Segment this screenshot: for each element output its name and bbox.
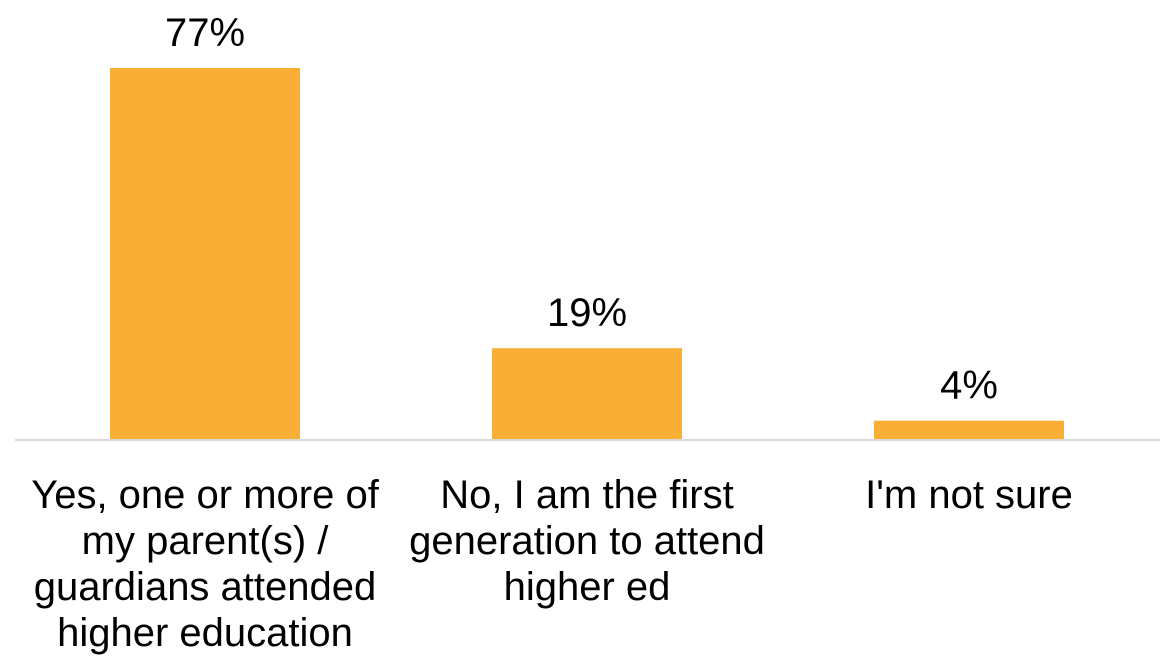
bars-layer: [110, 68, 1064, 440]
category-label-1-line-2: my parent(s) /: [82, 519, 330, 563]
data-label-1: 77%: [165, 11, 245, 55]
category-label-3: I'm not sure: [865, 473, 1073, 517]
category-label-1: Yes, one or more of my parent(s) / guardia…: [31, 473, 380, 655]
category-label-2-line-2: generation to attend: [409, 519, 765, 563]
category-label-1-line-3: guardians attended: [34, 565, 377, 609]
category-label-3-line-1: I'm not sure: [865, 473, 1073, 517]
data-label-2: 19%: [547, 291, 627, 335]
category-label-2: No, I am the first generation to attend hi…: [409, 473, 765, 609]
bar-1: [110, 68, 300, 440]
data-labels-layer: 77% 19% 4%: [165, 11, 998, 408]
category-label-1-line-1: Yes, one or more of: [31, 473, 380, 517]
category-labels-layer: Yes, one or more of my parent(s) / guardia…: [31, 473, 1073, 655]
category-label-2-line-3: higher ed: [504, 565, 671, 609]
bar-2: [492, 348, 682, 440]
data-label-3: 4%: [940, 364, 998, 408]
category-label-2-line-1: No, I am the first: [440, 473, 733, 517]
category-label-1-line-4: higher education: [57, 611, 353, 655]
bar-3: [874, 420, 1064, 440]
